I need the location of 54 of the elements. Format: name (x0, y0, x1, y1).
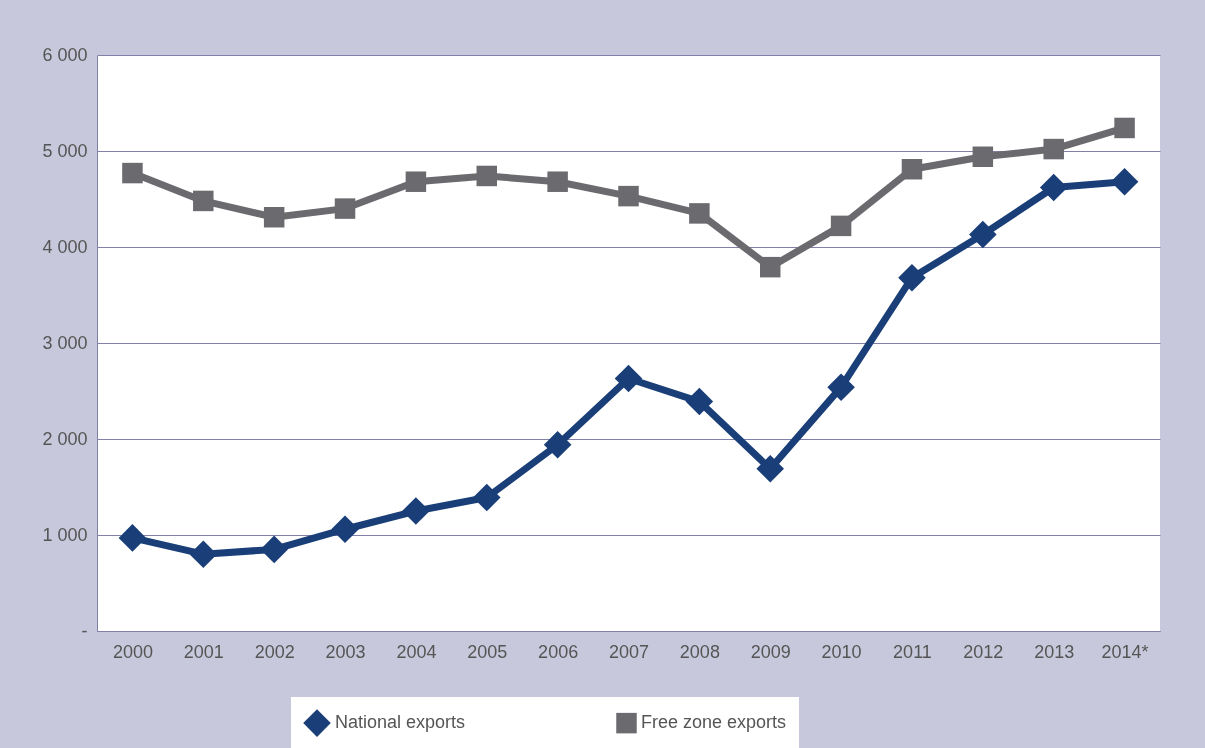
point (1043, 138, 1064, 160)
legend-label: Free zone exports (641, 712, 787, 733)
point (543, 430, 572, 459)
point (969, 220, 997, 249)
y-tick-label: 1 000 (42, 524, 88, 545)
point (402, 497, 430, 525)
point (331, 515, 359, 544)
y-tick-label: 2 000 (42, 428, 88, 449)
point (472, 483, 501, 512)
point (901, 158, 923, 180)
point (618, 185, 639, 207)
x-tick-label: 2006 (538, 641, 579, 662)
x-tick-label: 2002 (254, 641, 295, 662)
point (1039, 173, 1068, 202)
x-tick-label: 2008 (679, 641, 720, 662)
point (614, 364, 643, 393)
x-tick-label: 2011 (893, 641, 932, 662)
point (1110, 167, 1139, 196)
point (193, 190, 214, 212)
point (476, 165, 498, 187)
x-tick-label: 2014* (1101, 641, 1149, 662)
y-tick-label: - (81, 620, 88, 641)
point (756, 454, 785, 483)
point (263, 206, 285, 228)
x-tick-label: 2012 (963, 641, 1004, 662)
point (759, 256, 781, 278)
point (830, 215, 852, 237)
point (122, 162, 143, 184)
point (118, 524, 147, 552)
point (1114, 117, 1135, 139)
y-tick-label: 3 000 (42, 332, 88, 353)
x-tick-label: 2007 (608, 641, 650, 662)
point (334, 198, 356, 219)
y-tick-label: 5 000 (42, 140, 88, 161)
point (689, 203, 710, 224)
point (405, 171, 427, 192)
point (547, 171, 568, 192)
point (260, 535, 288, 564)
x-tick-label: 2009 (750, 641, 791, 662)
x-tick-label: 2004 (396, 641, 437, 662)
y-tick-label: 4 000 (42, 236, 88, 257)
x-tick-label: 2013 (1034, 641, 1075, 662)
point (898, 263, 926, 292)
point (685, 387, 714, 416)
point (827, 373, 855, 401)
x-tick-label: 2003 (325, 641, 366, 662)
y-tick-label: 6 000 (42, 44, 88, 65)
x-tick-label: 2005 (467, 641, 508, 662)
legend-label: National exports (335, 712, 466, 733)
point (972, 146, 994, 168)
x-tick-label: 2001 (183, 641, 224, 662)
x-tick-label: 2000 (112, 641, 153, 662)
x-tick-label: 2010 (821, 641, 862, 662)
point (189, 540, 218, 568)
